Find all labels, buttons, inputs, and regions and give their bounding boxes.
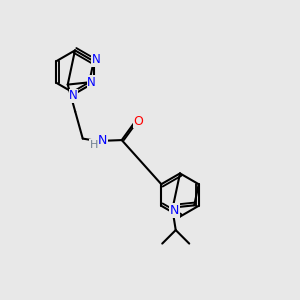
Text: N: N [87, 76, 96, 89]
Text: N: N [169, 204, 179, 217]
Text: N: N [92, 53, 100, 66]
Text: O: O [133, 115, 143, 128]
Text: H: H [90, 140, 98, 150]
Text: N: N [98, 134, 107, 147]
Text: N: N [69, 89, 78, 103]
